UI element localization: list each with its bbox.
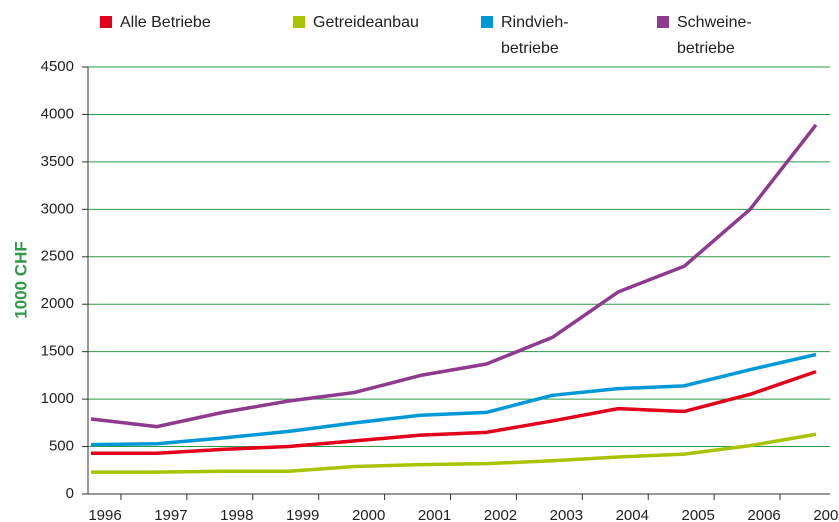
x-tick-label: 2003 xyxy=(550,507,583,522)
x-tick-label: 1997 xyxy=(154,507,187,522)
series-line xyxy=(91,432,817,474)
x-tick-label: 1996 xyxy=(88,507,121,522)
series-line xyxy=(91,369,817,455)
y-tick-label: 2500 xyxy=(41,248,74,265)
x-tick-label: 1999 xyxy=(286,507,319,522)
legend-label: Alle Betriebe xyxy=(120,14,211,31)
legend-entry: Alle Betriebe xyxy=(100,10,211,36)
y-tick-label: 1000 xyxy=(41,390,74,407)
legend-swatch xyxy=(293,16,305,28)
y-tick-label: 3500 xyxy=(41,153,74,170)
legend-entry: Schweine- betriebe xyxy=(657,10,752,62)
x-tick-label: 1998 xyxy=(220,507,253,522)
legend-entry: Getreideanbau xyxy=(293,10,419,36)
legend-label: Rindvieh- betriebe xyxy=(501,14,569,57)
y-tick-label: 1500 xyxy=(41,343,74,360)
legend-label: Getreideanbau xyxy=(313,14,419,31)
y-axis-label: 1000 CHF xyxy=(11,241,30,318)
x-tick-label: 2006 xyxy=(747,507,780,522)
y-tick-label: 500 xyxy=(49,438,74,455)
x-tick-label: 2007 xyxy=(813,507,839,522)
legend-swatch xyxy=(100,16,112,28)
legend-swatch xyxy=(481,16,493,28)
y-tick-label: 2000 xyxy=(41,295,74,312)
x-tick-label: 2002 xyxy=(484,507,517,522)
legend-label: Schweine- betriebe xyxy=(677,14,752,57)
legend-swatch xyxy=(657,16,669,28)
x-tick-label: 2001 xyxy=(418,507,451,522)
y-tick-label: 4000 xyxy=(41,105,74,122)
x-tick-label: 2004 xyxy=(616,507,649,522)
series-line xyxy=(90,123,818,429)
y-tick-label: 4500 xyxy=(41,58,74,75)
x-tick-label: 2005 xyxy=(681,507,714,522)
legend-entry: Rindvieh- betriebe xyxy=(481,10,569,62)
y-tick-label: 0 xyxy=(66,485,74,502)
y-tick-label: 3000 xyxy=(41,200,74,217)
series-line xyxy=(90,352,817,447)
x-tick-label: 2000 xyxy=(352,507,385,522)
